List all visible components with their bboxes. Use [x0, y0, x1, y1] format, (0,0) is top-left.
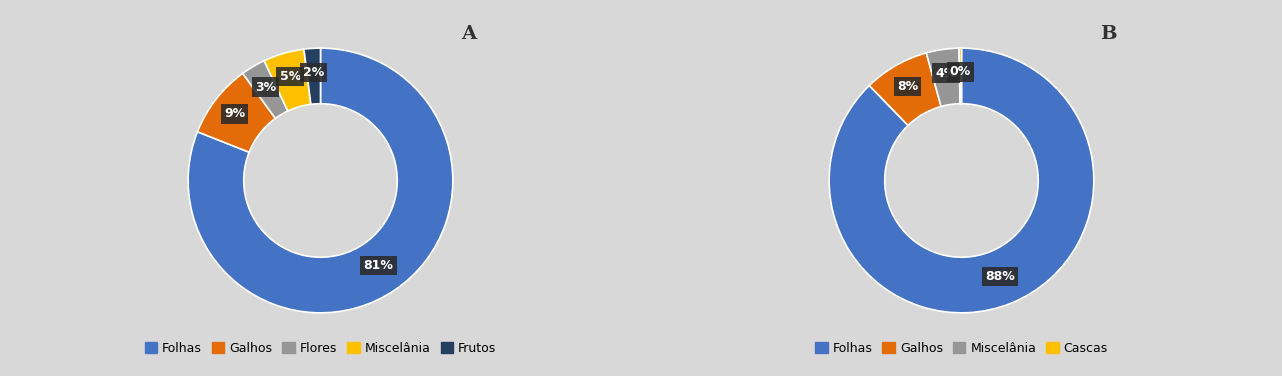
Legend: Folhas, Galhos, Flores, Miscelânia, Frutos: Folhas, Galhos, Flores, Miscelânia, Frut…: [140, 337, 501, 359]
Text: B: B: [1100, 25, 1117, 43]
Wedge shape: [829, 48, 1094, 313]
Wedge shape: [927, 48, 960, 106]
Text: 88%: 88%: [986, 270, 1015, 283]
Text: 3%: 3%: [255, 80, 276, 94]
Wedge shape: [188, 48, 453, 313]
Wedge shape: [304, 48, 320, 104]
Text: 9%: 9%: [224, 108, 245, 120]
Wedge shape: [197, 73, 276, 152]
Wedge shape: [959, 48, 962, 104]
Text: 8%: 8%: [897, 80, 918, 93]
Wedge shape: [242, 61, 288, 118]
Legend: Folhas, Galhos, Miscelânia, Cascas: Folhas, Galhos, Miscelânia, Cascas: [810, 337, 1113, 359]
Wedge shape: [869, 53, 941, 126]
Text: 81%: 81%: [364, 259, 394, 272]
Text: 5%: 5%: [279, 70, 301, 83]
Text: A: A: [462, 25, 476, 43]
Text: 4%: 4%: [936, 67, 956, 80]
Text: 0%: 0%: [950, 65, 970, 79]
Text: 2%: 2%: [303, 66, 324, 79]
Wedge shape: [264, 49, 310, 111]
